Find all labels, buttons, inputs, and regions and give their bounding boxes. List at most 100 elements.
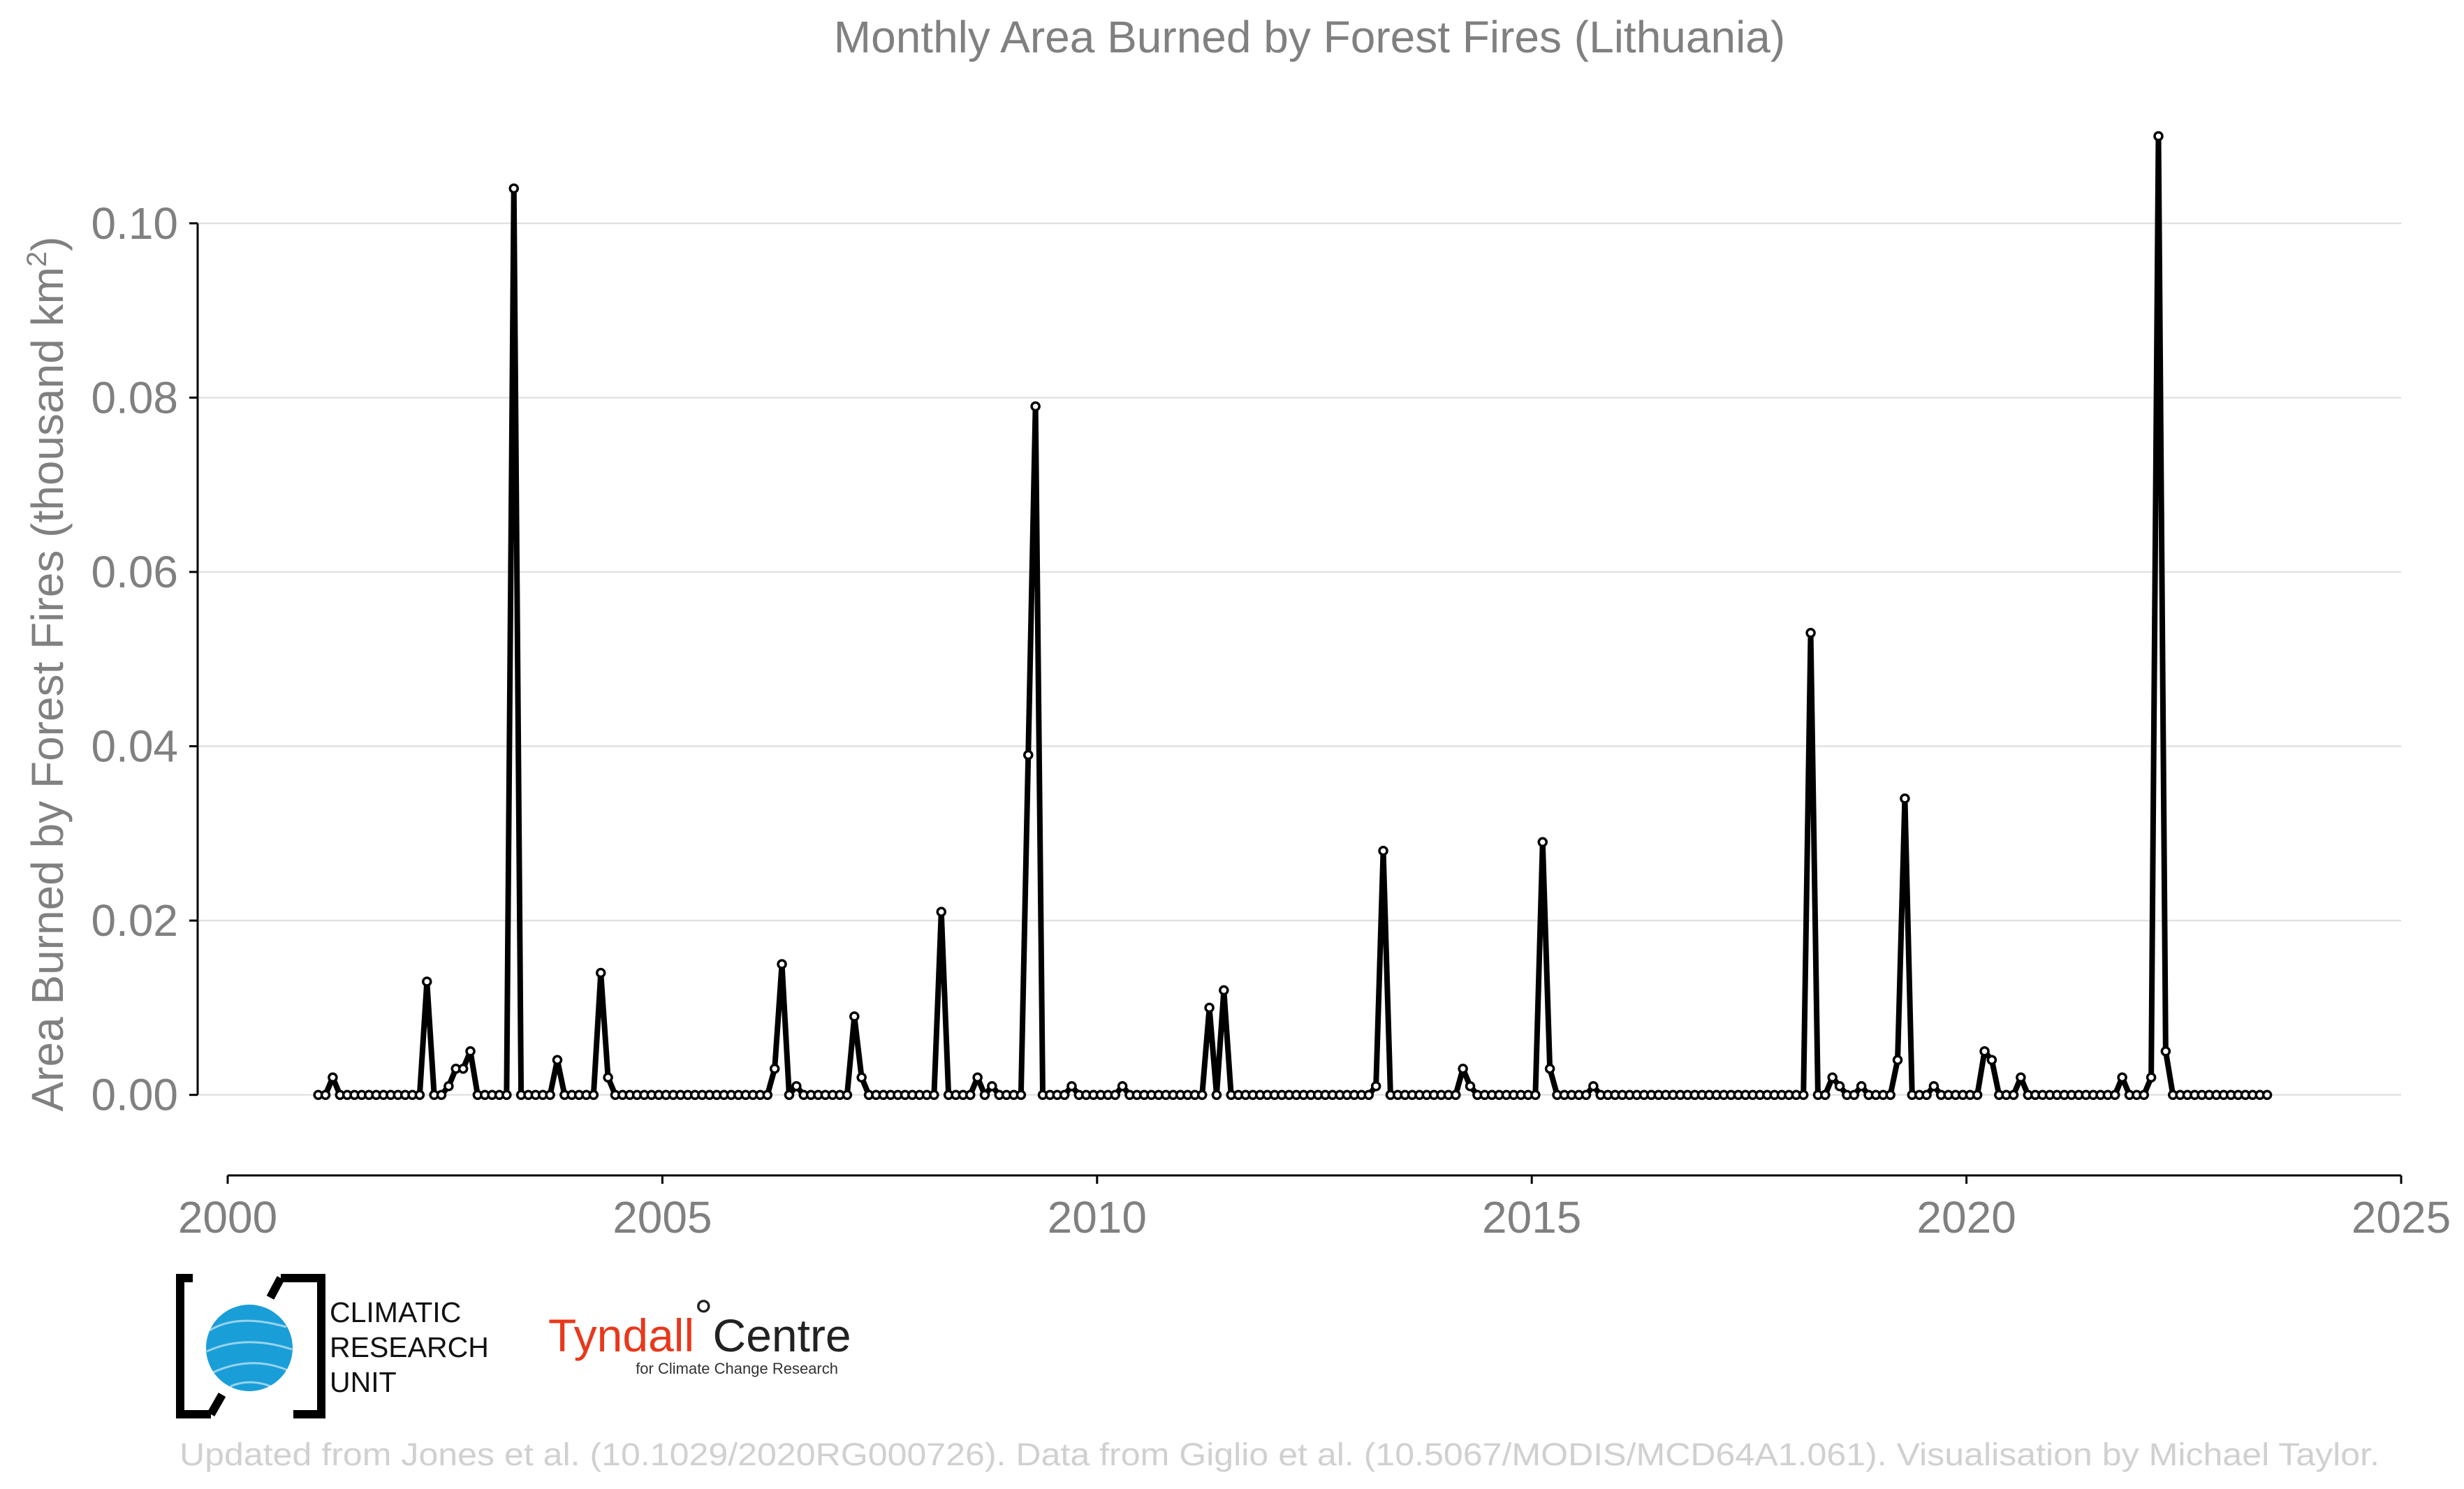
data-point	[972, 1072, 983, 1083]
data-point	[545, 1090, 555, 1100]
y-tick-label: 0.06	[91, 547, 178, 597]
data-point	[769, 1064, 780, 1074]
x-tick-label: 2025	[2352, 1192, 2451, 1242]
data-point	[328, 1072, 338, 1083]
data-point	[1921, 1090, 1932, 1100]
y-tick-label: 0.00	[91, 1070, 178, 1120]
data-point	[842, 1090, 853, 1100]
data-point	[1530, 1090, 1541, 1100]
data-point	[552, 1055, 563, 1066]
data-point	[2110, 1090, 2120, 1100]
data-point	[1370, 1080, 1381, 1092]
data-point	[588, 1090, 599, 1100]
data-point	[508, 183, 519, 194]
data-point	[791, 1080, 802, 1092]
data-point	[320, 1090, 331, 1100]
data-point	[1798, 1090, 1809, 1100]
data-point	[1066, 1080, 1077, 1092]
gridlines	[198, 222, 2401, 1096]
data-point	[929, 1090, 939, 1100]
series-line	[318, 133, 2268, 1098]
data-point	[1820, 1090, 1831, 1100]
data-point	[1465, 1080, 1476, 1092]
globe-disc	[206, 1305, 293, 1391]
x-tick-label: 2005	[613, 1192, 712, 1242]
data-point	[443, 1080, 454, 1092]
data-point	[1834, 1080, 1845, 1092]
data-point	[2117, 1072, 2127, 1083]
data-point	[1849, 1090, 1860, 1100]
data-point	[856, 1072, 867, 1083]
data-point	[436, 1090, 447, 1100]
data-point	[762, 1090, 773, 1100]
y-tick-label: 0.02	[91, 895, 178, 946]
data-point	[2146, 1072, 2157, 1083]
data-point	[849, 1011, 860, 1022]
y-tick-label: 0.04	[91, 721, 178, 772]
data-point	[1588, 1080, 1599, 1092]
data-points	[313, 131, 2273, 1100]
tyndall-wordmark: Tyndall°Centre	[548, 1290, 851, 1361]
data-point	[1900, 793, 1910, 804]
data-point	[987, 1080, 997, 1092]
data-point	[501, 1090, 512, 1100]
cru-line-3: UNIT	[330, 1366, 397, 1398]
data-point	[1458, 1064, 1468, 1074]
data-point	[1581, 1090, 1592, 1100]
axes	[189, 222, 2403, 1184]
data-point	[1972, 1090, 1983, 1100]
y-axis-label: Area Burned by Forest Fires (thousand km…	[22, 237, 73, 1112]
chart-title: Monthly Area Burned by Forest Fires (Lit…	[834, 12, 1785, 62]
tyndall-word-2: Centre	[713, 1310, 851, 1361]
data-point	[1827, 1072, 1838, 1083]
data-point	[1015, 1090, 1027, 1100]
data-point	[979, 1090, 990, 1100]
series-area-burned	[318, 133, 2268, 1098]
data-point	[784, 1090, 795, 1100]
cru-line-1: CLIMATIC	[330, 1296, 461, 1328]
cru-bracket-slash	[207, 1276, 285, 1416]
data-point	[936, 907, 947, 917]
data-point	[1219, 985, 1229, 996]
data-point	[1885, 1090, 1895, 1100]
data-point	[414, 1090, 425, 1100]
data-point	[595, 967, 606, 978]
tyndall-word-1: Tyndall	[548, 1310, 694, 1361]
y-tick-label: 0.10	[91, 198, 178, 249]
tyndall-degree: °	[694, 1290, 712, 1342]
data-point	[2008, 1090, 2019, 1100]
data-point	[1117, 1080, 1128, 1092]
data-point	[1211, 1090, 1222, 1100]
data-point	[2016, 1072, 2026, 1083]
data-point	[1204, 1002, 1215, 1013]
data-point	[1378, 846, 1388, 856]
cru-line-2: RESEARCH	[330, 1331, 489, 1363]
cru-logo: CLIMATIC RESEARCH UNIT	[176, 1274, 489, 1418]
data-point	[1059, 1090, 1070, 1100]
data-point	[1363, 1090, 1374, 1100]
data-point	[603, 1072, 613, 1083]
data-point	[1451, 1090, 1461, 1100]
cru-bracket-frame	[176, 1274, 325, 1418]
data-point	[1928, 1080, 1939, 1092]
credit-line: Updated from Jones et al. (10.1029/2020R…	[179, 1437, 2379, 1472]
data-point	[1986, 1055, 1997, 1066]
x-tick-label: 2020	[1916, 1192, 2016, 1242]
data-point	[1196, 1090, 1208, 1100]
data-point	[1805, 628, 1816, 638]
data-point	[1544, 1064, 1555, 1074]
data-point	[2139, 1090, 2149, 1100]
y-axis-label-close: )	[22, 237, 73, 251]
data-point	[1979, 1046, 1990, 1057]
x-tick-label: 2000	[178, 1192, 277, 1242]
data-point	[2153, 131, 2164, 142]
data-point	[2160, 1046, 2171, 1057]
y-axis-label-superscript: 2	[22, 251, 52, 267]
tyndall-logo: Tyndall°Centre for Climate Change Resear…	[548, 1290, 851, 1377]
data-point	[1110, 1090, 1120, 1100]
data-point	[422, 976, 432, 987]
data-point	[2261, 1090, 2273, 1100]
globe-icon	[206, 1305, 293, 1391]
data-point	[1856, 1080, 1867, 1092]
